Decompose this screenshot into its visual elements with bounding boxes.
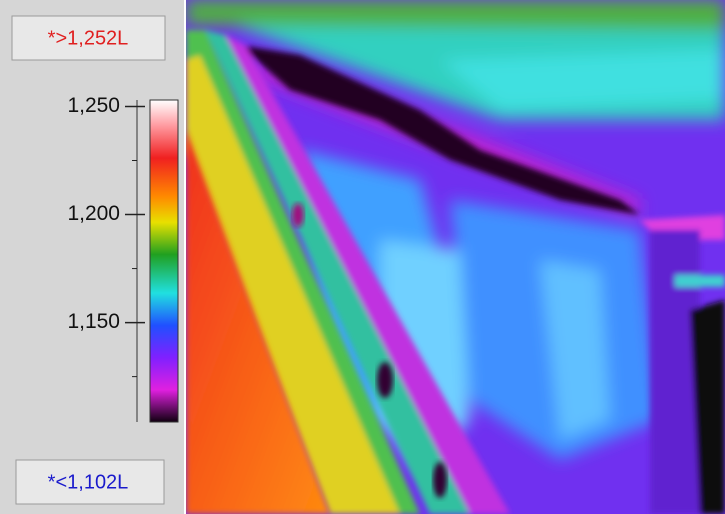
tick-label: 1,250 xyxy=(67,94,120,117)
max-box xyxy=(11,15,166,61)
tick-label: 1,150 xyxy=(67,310,120,333)
min-box xyxy=(15,459,165,505)
thermal-image xyxy=(186,0,725,514)
min-label: *<1,102L xyxy=(48,471,129,493)
color-bar xyxy=(149,99,179,423)
tick-label: 1,200 xyxy=(67,202,120,225)
max-label: *>1,252L xyxy=(48,27,129,49)
